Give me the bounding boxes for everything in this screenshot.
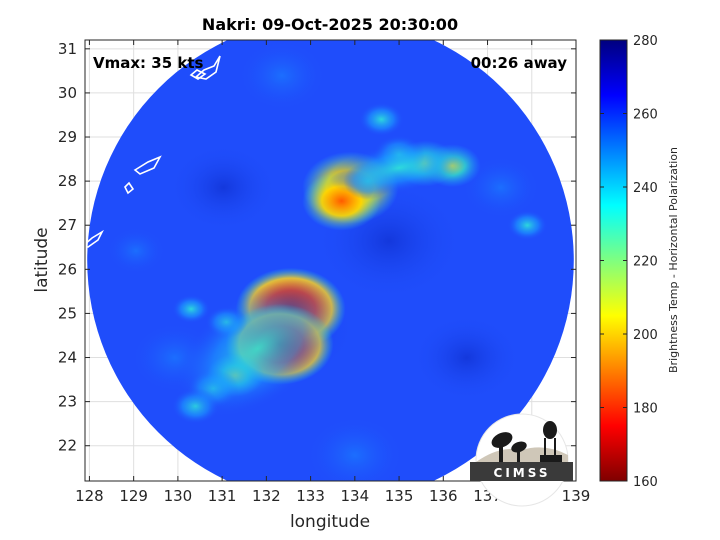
island-outline xyxy=(189,69,207,80)
x-axis: 128129130131132133134135136137138139 xyxy=(75,40,590,505)
colorbar-tick-label: 280 xyxy=(633,34,658,49)
y-tick-label: 29 xyxy=(58,128,77,146)
time-away-annotation: 00:26 away xyxy=(471,54,568,72)
chart-title: Nakri: 09-Oct-2025 20:30:00 xyxy=(202,15,458,34)
axes-frame xyxy=(84,39,577,482)
y-tick-label: 22 xyxy=(58,437,77,455)
island-outline xyxy=(202,40,220,46)
coastline-outlines xyxy=(85,40,221,248)
x-tick-label: 128 xyxy=(75,487,104,505)
y-tick-label: 24 xyxy=(58,349,77,367)
x-tick-label: 133 xyxy=(296,487,325,505)
colorbar: 160 180 200 220 240 260 280 Brightness Temp - … xyxy=(599,34,680,490)
colorbar-label: Brightness Temp - Horizontal Polarizatio… xyxy=(667,147,680,373)
x-tick-label: 129 xyxy=(119,487,148,505)
colorbar-tick-label: 180 xyxy=(633,402,658,417)
y-tick-label: 26 xyxy=(58,260,77,278)
y-axis-label: latitude xyxy=(32,227,52,292)
swath-texture-blob xyxy=(461,156,540,219)
island-outline xyxy=(124,181,135,195)
colorbar-tick-label: 220 xyxy=(633,255,658,270)
y-tick-label: 30 xyxy=(58,84,77,102)
y-tick-label: 31 xyxy=(58,40,77,58)
convective-cell xyxy=(359,102,404,137)
x-tick-label: 139 xyxy=(562,487,591,505)
x-tick-label: 134 xyxy=(341,487,370,505)
island-outline xyxy=(85,229,104,248)
rainband-halo xyxy=(329,140,469,195)
convective-cell xyxy=(507,210,548,241)
swath-texture-blob xyxy=(106,227,166,275)
rainband-halo xyxy=(175,279,340,418)
x-axis-label: longitude xyxy=(290,512,370,532)
y-axis: 22 23 24 25 26 27 28 29 30 31 xyxy=(58,40,576,455)
x-tick-label: 131 xyxy=(208,487,237,505)
colorbar-tick-label: 240 xyxy=(633,181,658,196)
swath-texture-blob xyxy=(238,40,326,111)
logo-text: CIMSS xyxy=(494,466,551,480)
vmax-annotation: Vmax: 35 kts xyxy=(93,54,203,72)
colorbar-ticks: 160 180 200 220 240 260 280 xyxy=(600,34,658,490)
colorbar-tick-label: 200 xyxy=(633,328,658,343)
colorbar-tick-label: 260 xyxy=(633,108,658,123)
x-tick-label: 132 xyxy=(252,487,281,505)
swath-texture-blob xyxy=(306,416,404,481)
brightness-temp-field xyxy=(85,40,574,481)
y-tick-label: 25 xyxy=(58,304,77,322)
swath-texture-blob xyxy=(413,314,521,401)
x-tick-label: 130 xyxy=(164,487,193,505)
island-outline xyxy=(194,55,221,80)
cimss-logo: CIMSS xyxy=(470,413,573,507)
convective-cell xyxy=(172,294,211,324)
convective-features xyxy=(171,102,548,424)
colorbar-tick-label: 160 xyxy=(633,475,658,490)
swath-texture-blob xyxy=(169,144,277,231)
y-tick-label: 27 xyxy=(58,216,77,234)
x-tick-label: 136 xyxy=(429,487,458,505)
island-outline xyxy=(133,155,162,175)
y-tick-label: 23 xyxy=(58,393,77,411)
x-tick-label: 135 xyxy=(385,487,414,505)
y-tick-label: 28 xyxy=(58,172,77,190)
colorbar-gradient xyxy=(599,39,628,482)
